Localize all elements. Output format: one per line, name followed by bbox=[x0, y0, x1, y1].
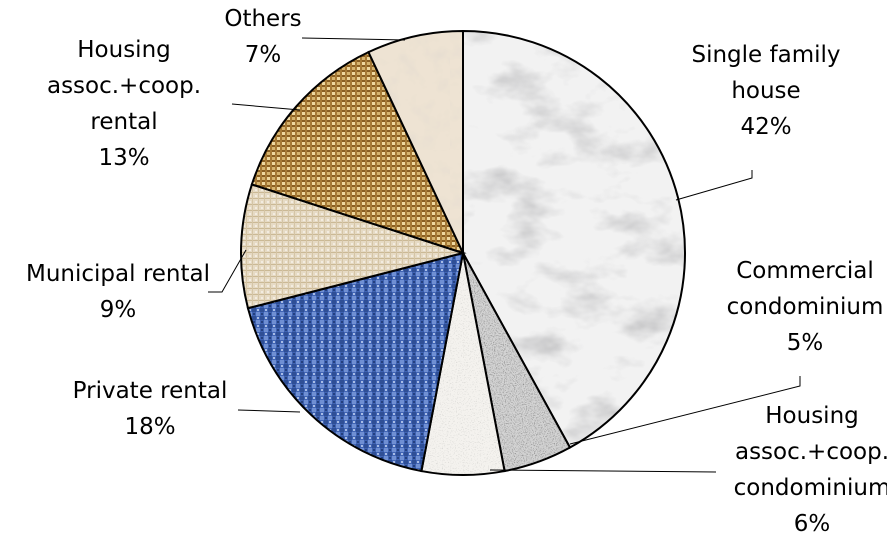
slice-label-line-5-0: Housing bbox=[77, 37, 171, 63]
pie-slice-0 bbox=[462, 29, 686, 449]
slice-value-4: 9% bbox=[100, 297, 137, 323]
pie-slice-4 bbox=[240, 183, 467, 310]
slice-label-0: Single family house 42% bbox=[691, 42, 840, 140]
slice-label-4: Municipal rental 9% bbox=[26, 261, 210, 323]
leader-line-0 bbox=[675, 170, 753, 201]
pie-slices bbox=[240, 29, 686, 476]
slice-value-3: 18% bbox=[124, 414, 175, 440]
leader-line-5 bbox=[231, 103, 301, 111]
slice-label-line-1-1: condominium bbox=[727, 294, 884, 320]
slice-value-6: 7% bbox=[245, 42, 282, 68]
pie-slice-5 bbox=[250, 50, 465, 255]
leader-line-4 bbox=[208, 249, 247, 293]
slice-label-6: Others 7% bbox=[224, 6, 301, 68]
leader-line-3 bbox=[237, 409, 301, 413]
slice-label-1: Commercial condominium 5% bbox=[727, 258, 884, 356]
slice-label-line-2-0: Housing bbox=[765, 403, 859, 429]
slice-label-line-4-0: Municipal rental bbox=[26, 261, 210, 287]
slice-label-line-5-2: rental bbox=[90, 109, 157, 135]
slice-label-line-3-0: Private rental bbox=[73, 378, 228, 404]
leader-line-1 bbox=[569, 376, 801, 445]
leader-line-2 bbox=[489, 469, 717, 473]
slice-label-5: Housing assoc.+coop. rental 13% bbox=[47, 37, 201, 171]
slice-value-5: 13% bbox=[98, 145, 149, 171]
slice-value-1: 5% bbox=[787, 330, 824, 356]
slice-label-line-1-0: Commercial bbox=[736, 258, 874, 284]
slice-value-2: 6% bbox=[794, 511, 831, 537]
slice-label-3: Private rental 18% bbox=[73, 378, 228, 440]
slice-label-line-0-1: house bbox=[731, 78, 800, 104]
pie-slice-6 bbox=[367, 29, 464, 254]
slice-label-line-2-2: condominium bbox=[734, 475, 887, 501]
leader-line-6 bbox=[301, 37, 406, 41]
slice-label-line-5-1: assoc.+coop. bbox=[47, 73, 201, 99]
slice-label-line-2-1: assoc.+coop. bbox=[735, 439, 887, 465]
leader-lines bbox=[208, 37, 801, 473]
slice-label-2: Housing assoc.+coop. condominium 6% bbox=[734, 403, 887, 537]
slice-label-line-6-0: Others bbox=[224, 6, 301, 32]
slice-labels: Single family house 42% Commercial condomini… bbox=[26, 6, 887, 537]
slice-label-line-0-0: Single family bbox=[691, 42, 840, 68]
pie-slice-3 bbox=[246, 251, 465, 473]
slice-value-0: 42% bbox=[740, 114, 791, 140]
